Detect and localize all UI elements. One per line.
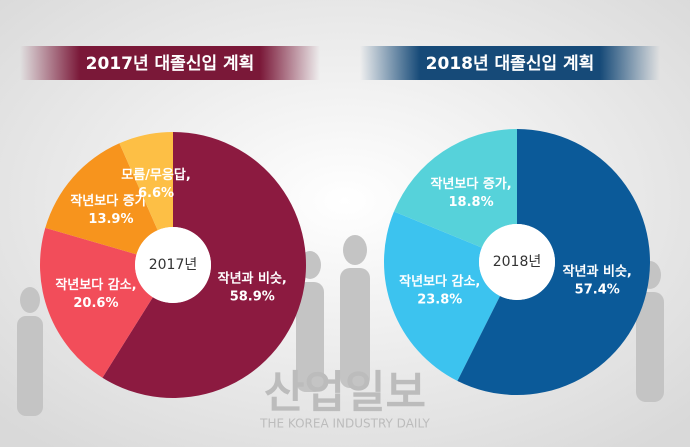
donut-hole <box>479 224 555 300</box>
chart-title: 2018년 대졸신입 계획 <box>426 54 595 74</box>
pie-slice <box>45 143 158 255</box>
donut-hole <box>135 227 211 303</box>
slice-label: 작년보다 감소, <box>55 277 136 293</box>
center-label: 2018년 <box>493 254 542 270</box>
chart-title: 2017년 대졸신입 계획 <box>86 54 255 74</box>
pie-slice <box>119 132 173 231</box>
value-label: 58.9% <box>230 289 275 304</box>
slice-label: 작년과 비슷, <box>218 270 287 286</box>
value-label: 23.8% <box>417 292 462 307</box>
slice-label: 작년보다 증가, <box>430 176 511 192</box>
pie-slice <box>457 129 650 395</box>
watermark-title: 산업일보 <box>264 367 426 418</box>
pie-slice <box>393 129 517 248</box>
pie-slice <box>384 211 500 381</box>
pie-slice <box>102 132 306 398</box>
value-label: 57.4% <box>575 282 620 297</box>
slice-label: 작년보다 증가, <box>70 193 151 209</box>
slice-label: 모름/무응답, <box>121 168 191 183</box>
title-banner <box>360 46 660 80</box>
slice-label: 작년보다 감소, <box>399 273 480 289</box>
watermark-subtitle: THE KOREA INDUSTRY DAILY <box>259 417 430 431</box>
value-label: 13.9% <box>88 212 133 227</box>
silhouettes <box>17 235 664 416</box>
title-banner <box>20 46 320 80</box>
value-label: 6.6% <box>138 186 174 201</box>
pie-slice <box>39 227 153 378</box>
slice-label: 작년과 비슷, <box>563 263 632 279</box>
value-label: 18.8% <box>449 195 494 210</box>
value-label: 20.6% <box>73 296 118 311</box>
center-label: 2017년 <box>149 257 198 273</box>
